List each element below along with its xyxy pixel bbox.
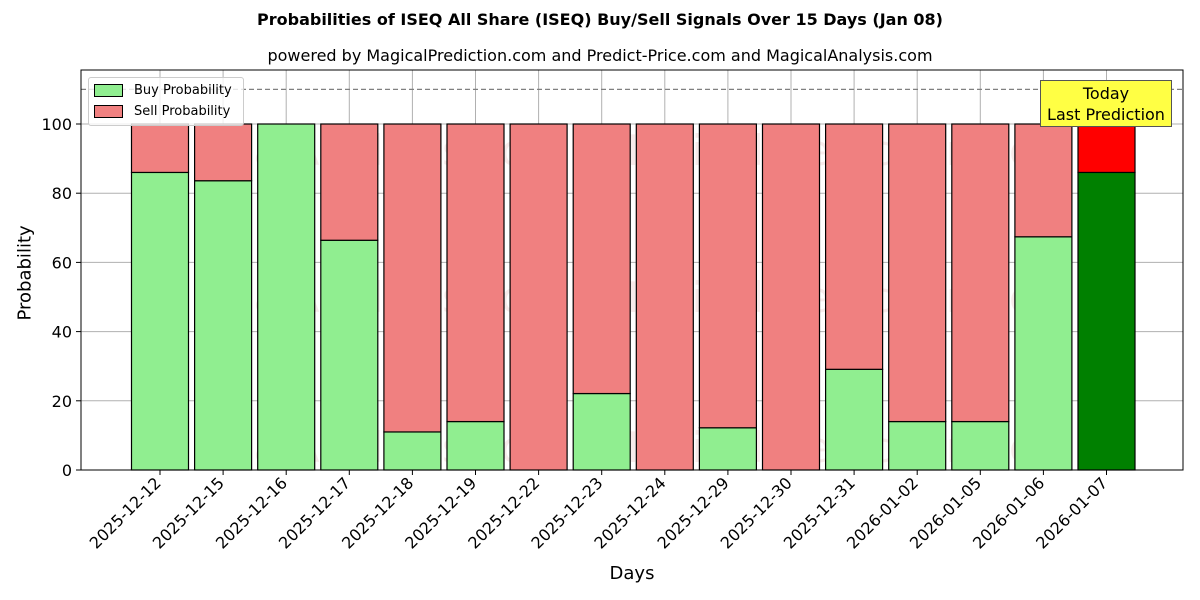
legend-buy-label: Buy Probability bbox=[134, 83, 232, 98]
chart-title: Probabilities of ISEQ All Share (ISEQ) B… bbox=[257, 10, 943, 29]
y-ticks: 0 20 40 60 80 100 bbox=[41, 115, 81, 480]
x-axis-label: Days bbox=[609, 563, 655, 584]
legend: Buy Probability Sell Probability bbox=[88, 77, 244, 126]
bar-sell bbox=[572, 123, 631, 395]
bar-sell bbox=[320, 123, 379, 241]
bar-buy bbox=[257, 123, 316, 471]
svg-text:20: 20 bbox=[52, 392, 72, 411]
bar-buy bbox=[951, 420, 1010, 471]
annotation-line-1: Today bbox=[1082, 84, 1130, 103]
bar-sell bbox=[194, 123, 253, 182]
bar-buy bbox=[698, 427, 758, 471]
y-axis-label: Probability bbox=[14, 225, 36, 321]
x-ticks: 2025-12-122025-12-152025-12-162025-12-17… bbox=[86, 470, 1111, 553]
bar-sell bbox=[635, 123, 694, 471]
bar-buy bbox=[383, 431, 442, 471]
bar-sell bbox=[761, 123, 821, 471]
bar-buy bbox=[1077, 171, 1136, 471]
bar-buy bbox=[1014, 236, 1073, 471]
bar-sell bbox=[1077, 123, 1136, 174]
bar-buy bbox=[824, 368, 884, 471]
bar-sell bbox=[698, 123, 758, 429]
bar-sell bbox=[951, 123, 1010, 423]
svg-text:0: 0 bbox=[62, 461, 72, 480]
bar-buy bbox=[130, 171, 190, 471]
svg-text:80: 80 bbox=[52, 184, 72, 203]
svg-text:100: 100 bbox=[41, 115, 72, 134]
bar-sell bbox=[1014, 123, 1073, 238]
today-annotation: Today Last Prediction bbox=[1040, 80, 1172, 127]
legend-sell-label: Sell Probability bbox=[134, 104, 231, 119]
chart-subtitle: powered by MagicalPrediction.com and Pre… bbox=[267, 46, 933, 65]
plot-frame bbox=[80, 69, 1184, 471]
svg-text:60: 60 bbox=[52, 253, 72, 272]
bars bbox=[130, 123, 1136, 471]
legend-item-buy: Buy Probability bbox=[94, 83, 232, 98]
bar-buy bbox=[572, 392, 631, 471]
bar-sell bbox=[130, 123, 190, 174]
buy-swatch-icon bbox=[94, 84, 123, 97]
bar-sell bbox=[824, 123, 884, 370]
legend-item-sell: Sell Probability bbox=[94, 104, 230, 119]
bar-buy bbox=[320, 239, 379, 471]
bar-sell bbox=[509, 123, 568, 471]
svg-text:40: 40 bbox=[52, 323, 72, 342]
bar-buy bbox=[888, 420, 947, 471]
bar-sell bbox=[383, 123, 442, 433]
bar-sell bbox=[446, 123, 505, 423]
bar-buy bbox=[446, 420, 505, 471]
annotation-line-2: Last Prediction bbox=[1047, 105, 1165, 124]
bar-sell bbox=[888, 123, 947, 423]
bar-buy bbox=[194, 180, 253, 471]
sell-swatch-icon bbox=[94, 105, 123, 118]
